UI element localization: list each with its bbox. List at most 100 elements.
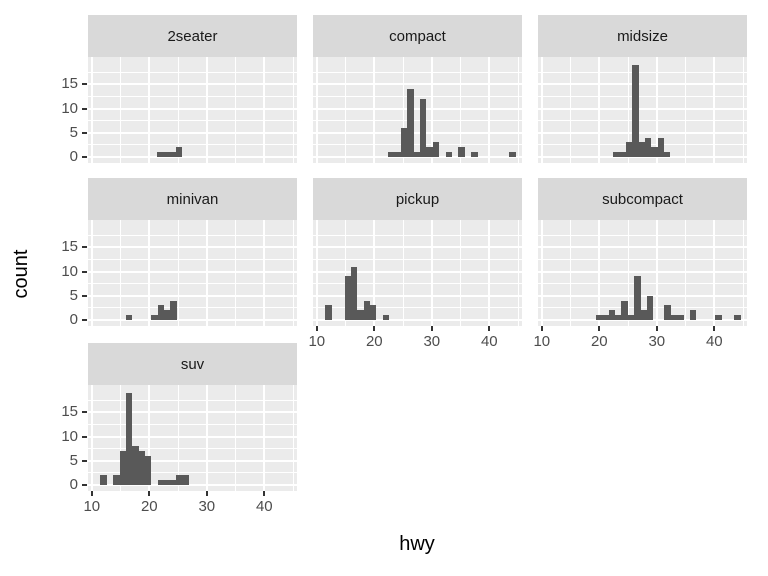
facet-strip-pickup: pickup bbox=[313, 178, 522, 220]
histogram-bar bbox=[644, 137, 652, 157]
y-axis-tick-label: 15 bbox=[61, 403, 78, 421]
histogram-bar bbox=[176, 475, 184, 485]
histogram-bar bbox=[419, 98, 427, 157]
histogram-bar bbox=[407, 89, 414, 157]
histogram-bar bbox=[119, 451, 127, 485]
gridline-y-minor bbox=[538, 120, 747, 122]
facet-strip-label: suv bbox=[180, 355, 205, 373]
histogram-bar bbox=[344, 276, 352, 320]
histogram-bar bbox=[596, 315, 603, 320]
gridline-x-minor bbox=[402, 57, 404, 163]
gridline-y-major bbox=[88, 411, 297, 414]
gridline-y-minor bbox=[538, 307, 747, 309]
y-axis-tick bbox=[82, 459, 87, 462]
gridline-y-minor bbox=[313, 307, 522, 309]
x-axis-tick bbox=[148, 491, 151, 496]
gridline-x-minor bbox=[685, 57, 687, 163]
histogram-bar bbox=[363, 300, 371, 320]
gridline-y-major bbox=[313, 294, 522, 297]
histogram-bar bbox=[509, 152, 516, 157]
gridline-y-minor bbox=[88, 423, 297, 425]
y-axis-tick bbox=[82, 435, 87, 438]
gridline-x-major bbox=[373, 57, 376, 163]
histogram-bar bbox=[627, 315, 635, 320]
x-axis-tick bbox=[655, 326, 658, 331]
histogram-bar bbox=[144, 455, 152, 485]
gridline-y-minor bbox=[88, 283, 297, 285]
gridline-y-major bbox=[313, 107, 522, 110]
histogram-bar bbox=[638, 142, 646, 157]
facet-panel-pickup bbox=[313, 220, 522, 326]
gridline-y-major bbox=[538, 131, 747, 134]
gridline-x-major bbox=[655, 57, 658, 163]
gridline-y-minor bbox=[313, 71, 522, 73]
y-axis-tick-label: 0 bbox=[69, 476, 78, 493]
gridline-x-major bbox=[205, 385, 208, 491]
facet-strip-minivan: minivan bbox=[88, 178, 297, 220]
histogram-bar bbox=[670, 315, 678, 320]
gridline-x-minor bbox=[177, 57, 179, 163]
gridline-x-major bbox=[148, 220, 151, 326]
gridline-x-minor bbox=[402, 220, 404, 326]
gridline-y-major bbox=[88, 83, 297, 86]
y-axis-tick bbox=[82, 156, 87, 158]
y-axis-tick bbox=[82, 411, 87, 414]
gridline-x-minor bbox=[235, 220, 237, 326]
gridline-x-minor bbox=[177, 220, 179, 326]
y-axis-title: count bbox=[10, 249, 32, 299]
gridline-y-major bbox=[313, 156, 522, 158]
histogram-bar bbox=[113, 475, 120, 485]
x-axis-tick bbox=[373, 326, 376, 331]
histogram-bar bbox=[614, 315, 622, 320]
y-axis-tick bbox=[82, 294, 87, 297]
gridline-x-minor bbox=[120, 385, 122, 491]
gridline-y-major bbox=[538, 107, 747, 110]
y-axis-tick bbox=[82, 246, 87, 249]
gridline-x-major bbox=[655, 220, 658, 326]
gridline-x-minor bbox=[345, 220, 347, 326]
facet-panel-2seater bbox=[88, 57, 297, 163]
gridline-x-major bbox=[148, 385, 151, 491]
facet-panel-suv bbox=[88, 385, 297, 491]
gridline-y-minor bbox=[538, 95, 747, 97]
gridline-y-minor bbox=[538, 234, 747, 236]
gridline-y-major bbox=[88, 246, 297, 249]
gridline-y-major bbox=[88, 156, 297, 158]
histogram-bar bbox=[445, 152, 453, 157]
x-axis-tick bbox=[263, 491, 266, 496]
x-axis-tick-label: 30 bbox=[198, 498, 216, 515]
gridline-y-minor bbox=[538, 71, 747, 73]
histogram-bar bbox=[175, 147, 183, 157]
facet-strip-compact: compact bbox=[313, 15, 522, 57]
facet-strip-subcompact: subcompact bbox=[538, 178, 747, 220]
gridline-y-major bbox=[538, 83, 747, 86]
histogram-bar bbox=[625, 142, 633, 157]
gridline-y-minor bbox=[88, 95, 297, 97]
gridline-x-major bbox=[540, 220, 543, 326]
gridline-y-minor bbox=[88, 234, 297, 236]
y-axis-tick bbox=[82, 107, 87, 110]
facet-panel-midsize bbox=[538, 57, 747, 163]
gridline-y-minor bbox=[313, 283, 522, 285]
gridline-x-major bbox=[540, 57, 543, 163]
x-axis-tick bbox=[598, 326, 601, 331]
histogram-bar bbox=[640, 310, 647, 320]
gridline-y-major bbox=[88, 294, 297, 297]
gridline-y-minor bbox=[88, 307, 297, 309]
facet-strip-label: compact bbox=[389, 27, 446, 45]
histogram-bar bbox=[664, 305, 672, 320]
histogram-bar bbox=[651, 147, 658, 157]
histogram-bar bbox=[633, 276, 641, 320]
gridline-y-major bbox=[313, 246, 522, 249]
facet-strip-label: subcompact bbox=[602, 190, 683, 208]
histogram-bar bbox=[163, 480, 171, 485]
gridline-y-minor bbox=[88, 120, 297, 122]
gridline-y-minor bbox=[313, 120, 522, 122]
gridline-x-major bbox=[263, 57, 266, 163]
gridline-x-minor bbox=[345, 57, 347, 163]
histogram-bar bbox=[458, 147, 465, 157]
histogram-bar bbox=[170, 480, 177, 485]
gridline-x-minor bbox=[292, 57, 294, 163]
histogram-bar bbox=[125, 315, 133, 320]
